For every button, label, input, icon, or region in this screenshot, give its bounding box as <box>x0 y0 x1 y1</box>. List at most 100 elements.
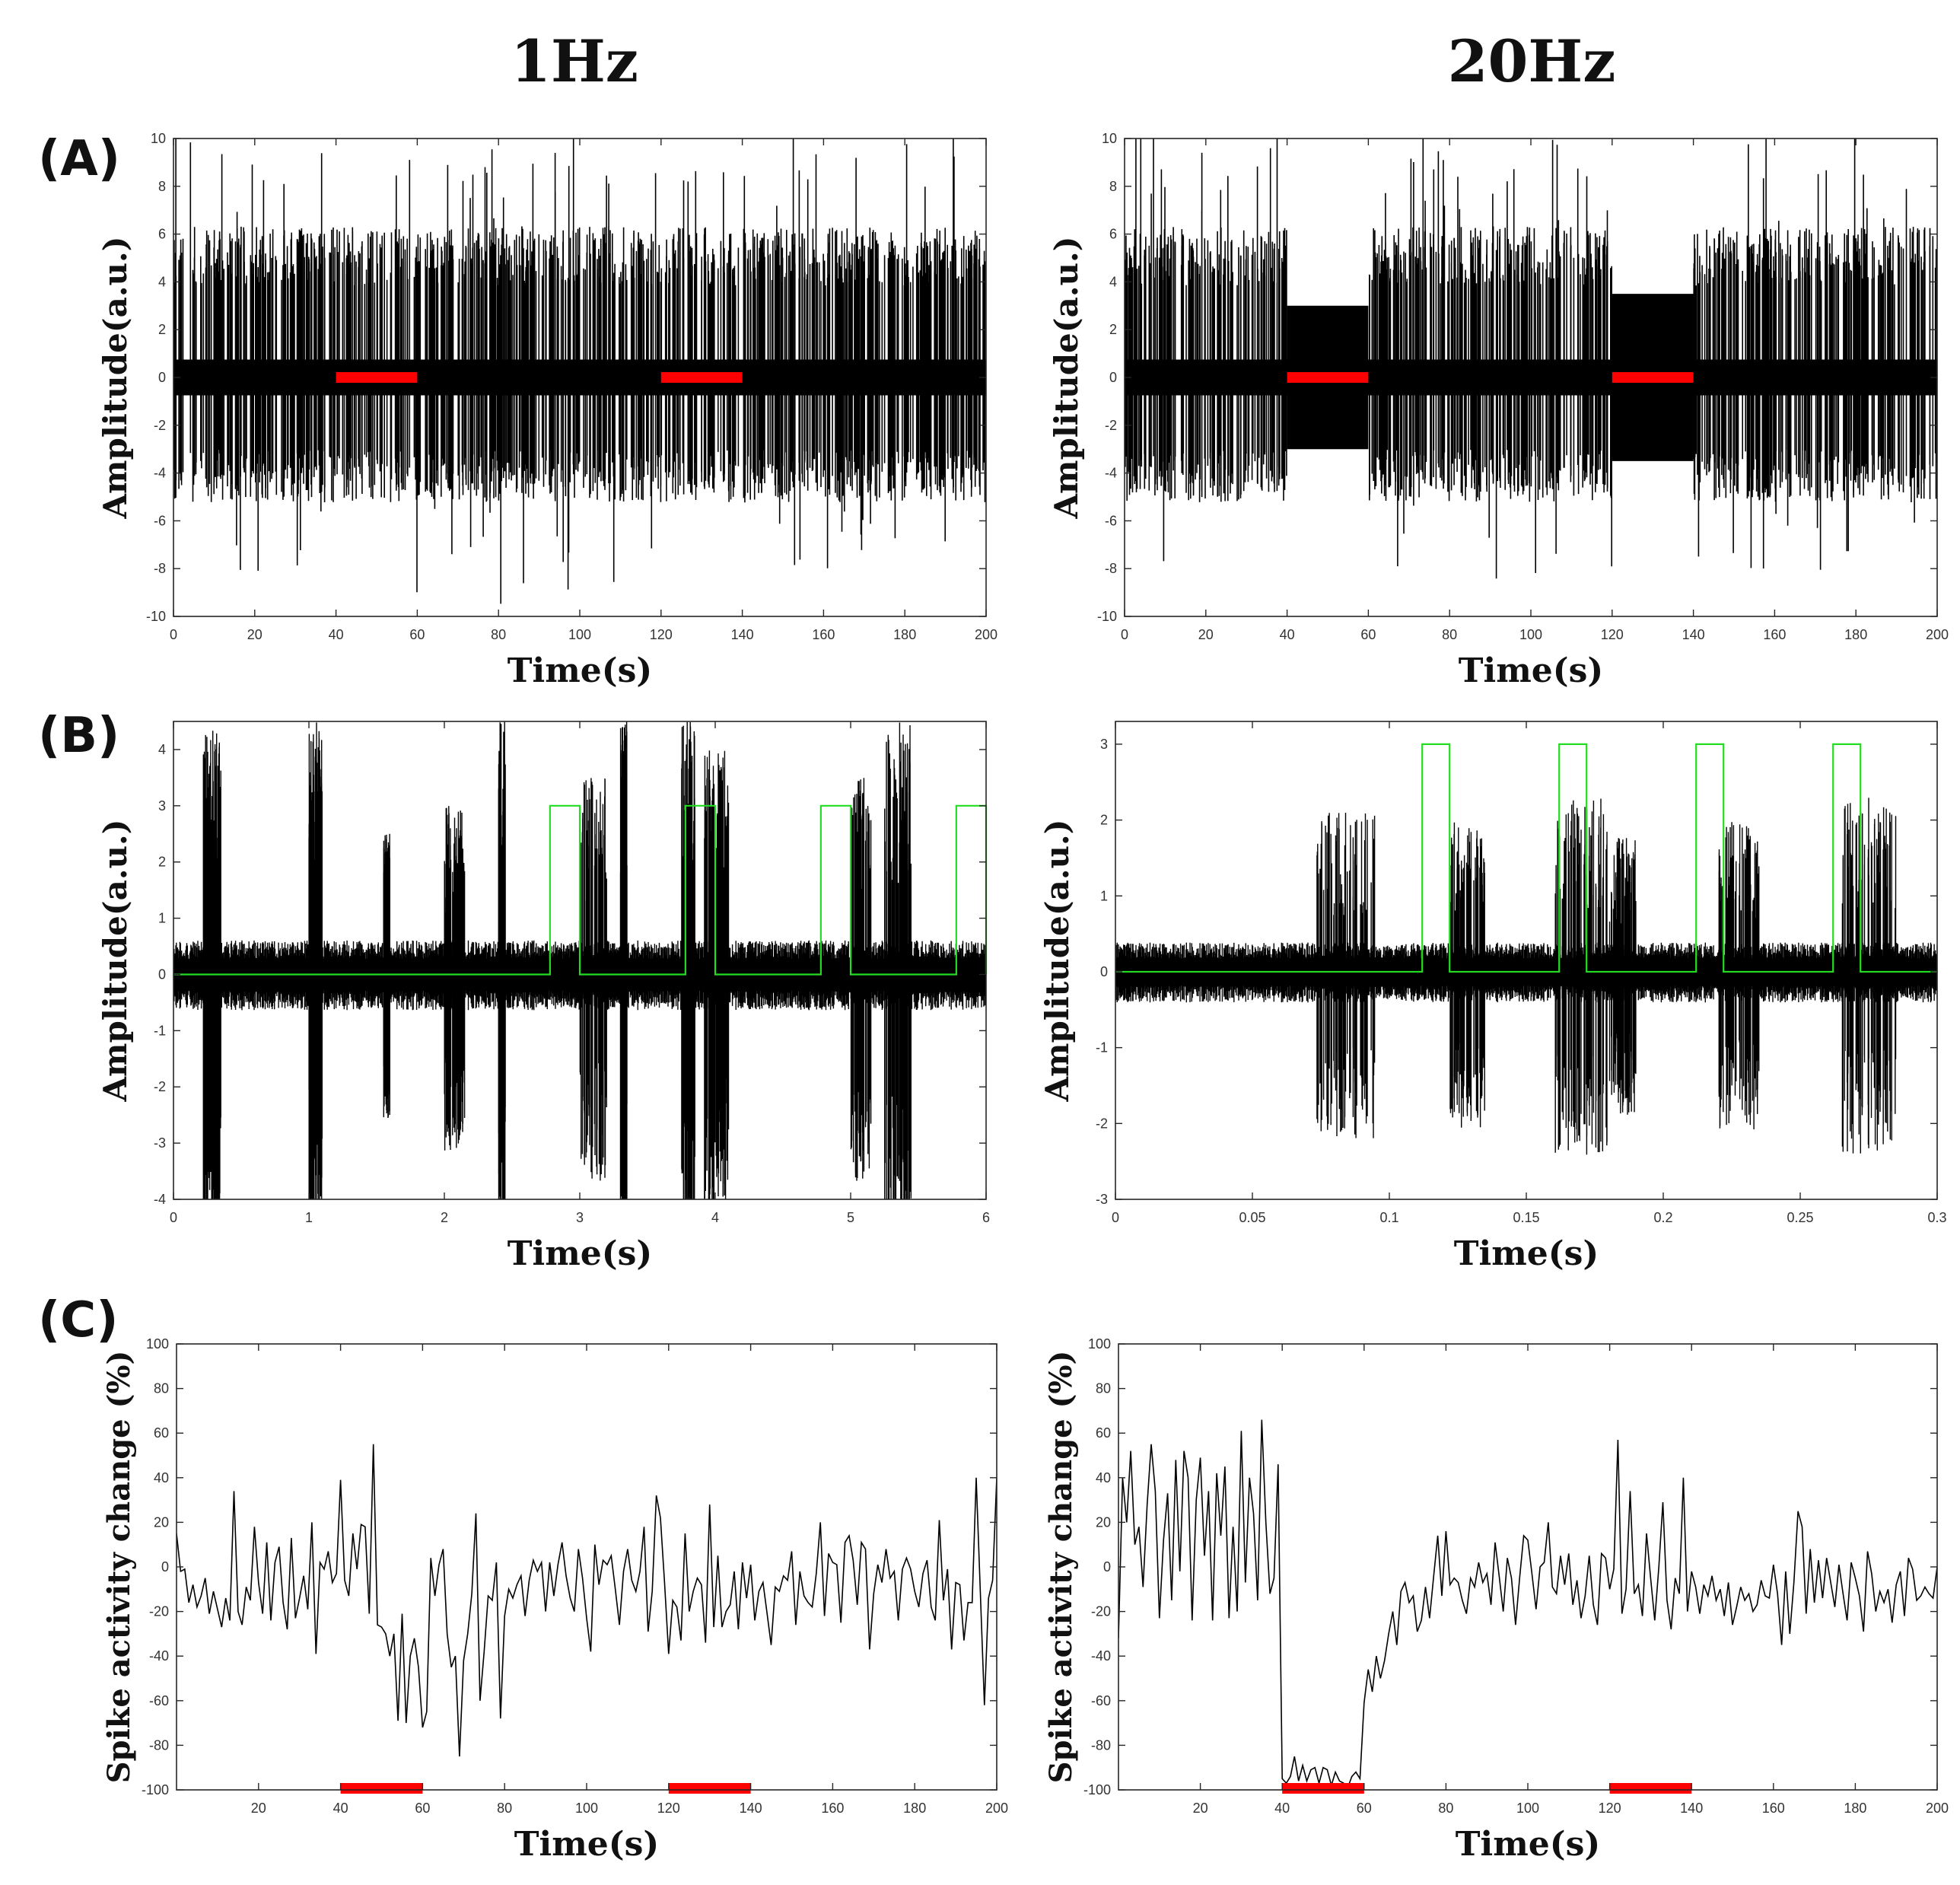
x-tick-label: 80 <box>1438 1801 1453 1816</box>
y-tick-label: 60 <box>154 1425 169 1441</box>
x-tick-label: 140 <box>740 1801 762 1816</box>
y-tick-label: 20 <box>154 1514 169 1530</box>
row-label-b: (B) <box>38 708 120 764</box>
y-tick-label: -20 <box>1091 1604 1111 1619</box>
x-tick-label: 200 <box>1926 627 1949 642</box>
y-tick-label: 20 <box>1096 1514 1111 1530</box>
y-tick-label: -1 <box>154 1023 166 1038</box>
stim-bar-2 <box>1612 372 1694 383</box>
y-axis-label: Amplitude(a.u.) <box>1048 236 1085 519</box>
x-tick-label: 60 <box>409 627 425 642</box>
y-tick-label: -20 <box>149 1604 169 1619</box>
y-tick-label: 0 <box>1109 370 1117 385</box>
x-tick-label: 80 <box>491 627 506 642</box>
y-tick-label: -1 <box>1096 1040 1108 1056</box>
x-tick-label: 40 <box>1280 627 1295 642</box>
x-tick-label: 160 <box>812 627 835 642</box>
x-tick-label: 0 <box>170 1210 177 1225</box>
y-tick-label: 8 <box>1109 179 1117 194</box>
x-tick-label: 6 <box>982 1210 990 1225</box>
x-tick-label: 0 <box>1112 1210 1119 1225</box>
x-tick-label: 120 <box>650 627 673 642</box>
y-axis-label: Amplitude(a.u.) <box>97 236 134 519</box>
y-tick-label: -4 <box>1105 466 1117 481</box>
y-tick-label: -8 <box>1105 561 1117 576</box>
x-tick-label: 0.15 <box>1513 1210 1539 1225</box>
y-tick-label: -2 <box>154 418 166 433</box>
y-tick-label: 80 <box>1096 1381 1111 1396</box>
y-tick-label: -10 <box>1097 609 1117 624</box>
x-tick-label: 180 <box>1844 1801 1866 1816</box>
x-tick-label: 5 <box>847 1210 854 1225</box>
y-tick-label: -2 <box>1105 418 1117 433</box>
y-tick-label: 60 <box>1096 1425 1111 1441</box>
stim-bar-2 <box>660 372 743 383</box>
series-line <box>177 1444 997 1757</box>
y-tick-label: 2 <box>1100 813 1108 828</box>
x-tick-label: 0 <box>170 627 177 642</box>
x-tick-label: 40 <box>1274 1801 1290 1816</box>
x-tick-label: 140 <box>1682 627 1705 642</box>
plot-area <box>173 139 986 604</box>
x-tick-label: 100 <box>1519 627 1542 642</box>
y-tick-label: 2 <box>158 855 166 870</box>
stim-bar-1 <box>336 372 418 383</box>
x-tick-label: 200 <box>985 1801 1008 1816</box>
y-tick-label: 100 <box>146 1336 169 1352</box>
y-tick-label: -2 <box>154 1079 166 1094</box>
x-tick-label: 0.1 <box>1379 1210 1398 1225</box>
x-tick-label: 60 <box>415 1801 430 1816</box>
y-tick-label: -2 <box>1096 1116 1108 1131</box>
x-tick-label: 40 <box>333 1801 348 1816</box>
x-tick-label: 20 <box>251 1801 266 1816</box>
y-tick-label: -100 <box>142 1782 169 1797</box>
y-tick-label: 4 <box>158 742 166 757</box>
x-tick-label: 100 <box>575 1801 598 1816</box>
chart-a-1hz: 0 20 40 60 80 100 120 140 160 180 200 -10 -8 -6 -4 -2 0 2… <box>97 131 998 690</box>
stim-bar-1 <box>340 1783 423 1794</box>
x-tick-label: 160 <box>1763 627 1786 642</box>
x-tick-label: 0 <box>1121 627 1128 642</box>
x-tick-label: 0.2 <box>1653 1210 1672 1225</box>
x-tick-label: 20 <box>1193 1801 1208 1816</box>
x-tick-label: 0.3 <box>1927 1210 1946 1225</box>
chart-c-1hz: 20 40 60 80 100 120 140 160 180 200-100-80-60-40-… <box>101 1336 1008 1864</box>
x-tick-label: 160 <box>1762 1801 1785 1816</box>
x-tick-label: 20 <box>1198 627 1214 642</box>
column-title-20hz: 20Hz <box>1447 27 1616 95</box>
x-tick-label: 200 <box>975 627 998 642</box>
x-axis-label: Time(s) <box>508 651 652 690</box>
x-tick-label: 3 <box>576 1210 584 1225</box>
x-tick-label: 80 <box>497 1801 512 1816</box>
row-label-a: (A) <box>38 131 121 187</box>
x-tick-label: 80 <box>1442 627 1457 642</box>
y-tick-label: -4 <box>154 466 166 481</box>
y-tick-label: 40 <box>154 1470 169 1485</box>
x-tick-label: 120 <box>1599 1801 1621 1816</box>
y-tick-label: -80 <box>1091 1737 1111 1753</box>
x-axis-label: Time(s) <box>514 1825 659 1864</box>
x-axis-label: Time(s) <box>1454 1234 1599 1273</box>
column-title-1hz: 1Hz <box>511 27 638 95</box>
plot-area <box>1118 1419 1937 1789</box>
plot-area <box>177 1444 997 1757</box>
y-axis-label: Spike activity change (%) <box>1043 1351 1079 1784</box>
y-tick-label: -100 <box>1083 1782 1111 1797</box>
x-tick-label: 60 <box>1360 627 1376 642</box>
y-tick-label: 2 <box>158 322 166 337</box>
x-tick-label: 140 <box>1680 1801 1703 1816</box>
y-tick-label: 4 <box>158 274 166 289</box>
y-tick-label: 3 <box>158 798 166 814</box>
x-axis-label: Time(s) <box>508 1234 652 1273</box>
x-tick-label: 180 <box>893 627 916 642</box>
x-tick-label: 200 <box>1926 1801 1949 1816</box>
y-axis-label: Amplitude(a.u.) <box>1039 819 1076 1102</box>
stim-bar-2 <box>1609 1783 1692 1794</box>
row-label-c: (C) <box>38 1292 119 1348</box>
y-tick-label: -60 <box>1091 1693 1111 1708</box>
y-tick-label: -6 <box>1105 513 1117 528</box>
y-tick-label: 2 <box>1109 322 1117 337</box>
y-tick-label: -3 <box>1096 1192 1108 1207</box>
x-tick-label: 160 <box>821 1801 844 1816</box>
